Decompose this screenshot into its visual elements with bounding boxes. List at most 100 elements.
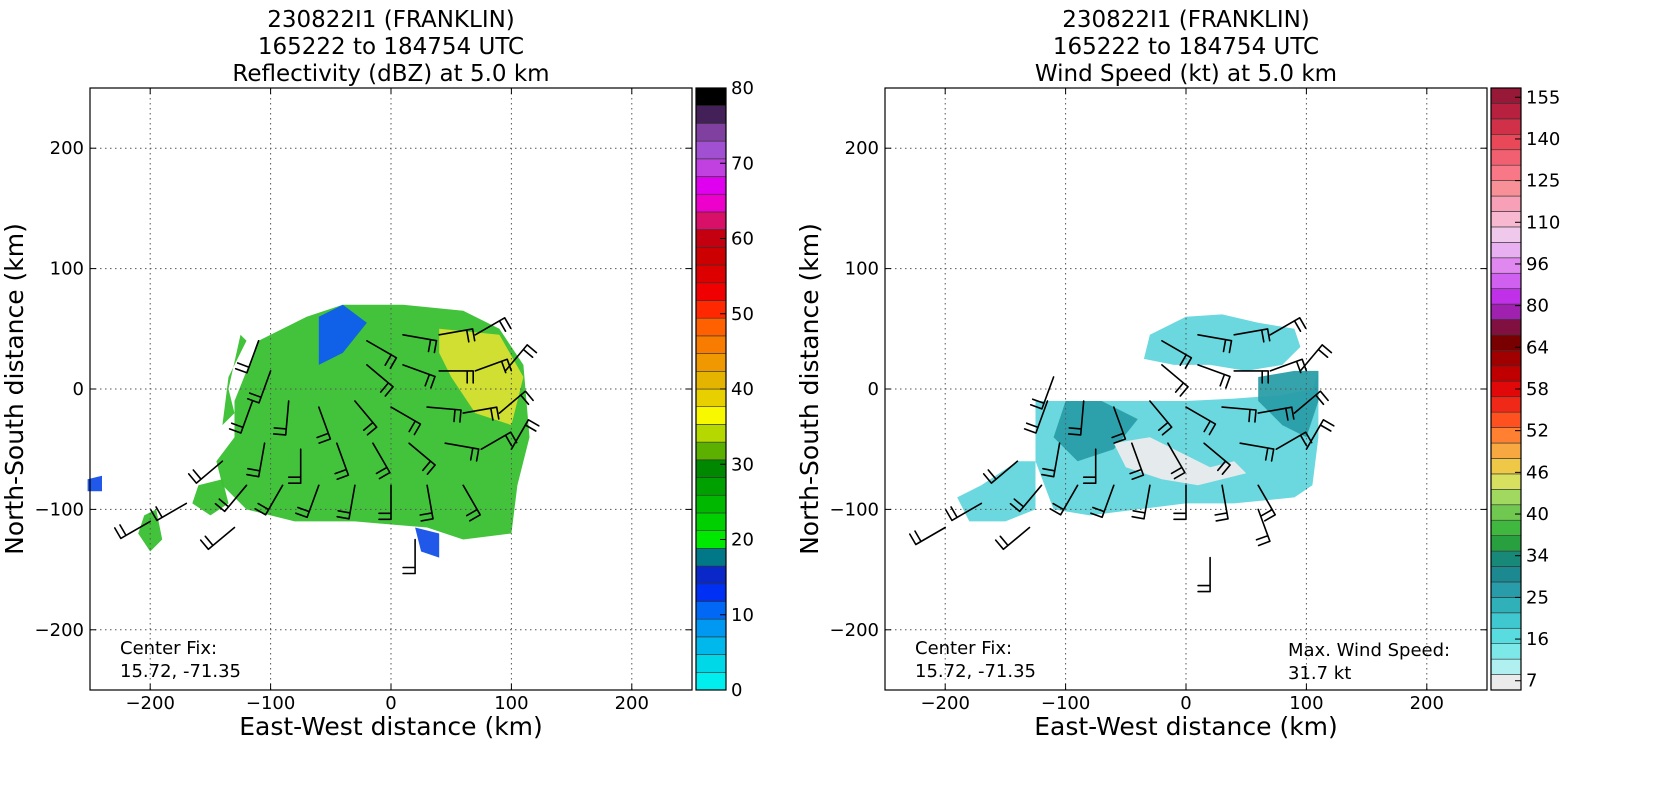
wind-barb-28 (1161, 364, 1189, 397)
colorbar-tick-label-7: 60 (731, 229, 754, 250)
colorbar-swatch-32 (695, 123, 727, 142)
y-tick-label-200: 200 (845, 138, 879, 159)
chart-title-line-1: 230822I1 (FRANKLIN) (267, 7, 515, 33)
colorbar-swatch-6 (695, 583, 727, 602)
colorbar-swatch-11 (1490, 519, 1522, 536)
wind-barb-17 (214, 484, 248, 513)
chart-title-line-1: 230822I1 (FRANKLIN) (1062, 7, 1310, 33)
colorbar-swatch-25 (695, 247, 727, 266)
wind-barb-14 (444, 442, 480, 462)
wind-barb-34 (982, 460, 1019, 484)
colorbar-tick-label-2: 10 (731, 605, 754, 626)
colorbar-swatch-28 (1490, 257, 1522, 274)
colorbar-swatch-33 (695, 105, 727, 124)
wind-barb-1 (1023, 400, 1049, 434)
wind-barb-19 (295, 484, 320, 519)
chart-title-line-2: 165222 to 184754 UTC (258, 34, 524, 60)
y-tick-label--100: −100 (35, 499, 84, 520)
y-tick-label--200: −200 (35, 620, 84, 641)
wind-barb-1 (228, 400, 254, 434)
colorbar-swatch-15 (1490, 458, 1522, 475)
colorbar-tick-label-10: 80 (1526, 296, 1549, 317)
wind-barb-26 (1233, 328, 1271, 343)
heatmap-region-5 (138, 509, 163, 552)
wind-barb-24 (366, 340, 398, 369)
wind-barb-2 (1067, 400, 1085, 436)
heatmap-field (957, 314, 1319, 522)
colorbar-swatch-12 (1490, 504, 1522, 521)
colorbar-swatch-22 (695, 300, 727, 319)
wind-barb-30 (438, 370, 474, 384)
center-fix-value: 15.72, -71.35 (120, 661, 241, 682)
colorbar-swatch-16 (1490, 442, 1522, 459)
chart-panel-wind: 230822I1 (FRANKLIN)165222 to 184754 UTCW… (795, 7, 1560, 741)
wind-barb-25 (402, 334, 438, 354)
colorbar-tick-label-9: 64 (1526, 337, 1549, 358)
colorbar-swatch-20 (695, 335, 727, 354)
chart-panel-refl: 230822I1 (FRANKLIN)165222 to 184754 UTCR… (0, 7, 754, 741)
colorbar-swatch-36 (1490, 134, 1522, 151)
wind-barb-11 (1129, 442, 1145, 480)
wind-barb-29 (1197, 364, 1231, 389)
heatmap-region-6 (957, 461, 1036, 522)
heatmap-region-4 (222, 334, 247, 426)
wind-barb-19 (1090, 484, 1115, 519)
wind-barb-3 (1111, 406, 1127, 444)
colorbar-swatch-29 (695, 176, 727, 195)
wind-barb-22 (419, 484, 434, 522)
wind-barb-32 (504, 344, 538, 372)
center-fix-value: 15.72, -71.35 (915, 661, 1036, 682)
x-axis-label: East-West distance (km) (239, 712, 543, 741)
annotations: Center Fix:15.72, -71.35 (120, 638, 241, 682)
x-tick-label-200: 200 (615, 693, 649, 714)
wind-barb-16 (1305, 419, 1335, 450)
y-tick-label-100: 100 (845, 259, 879, 280)
wind-barb-10 (287, 448, 302, 484)
wind-barb-33 (234, 340, 260, 374)
colorbar: 7 16 25 34 40 46 52 58 64 80 96 110 125 140 155 (1490, 87, 1560, 692)
wind-barb-5 (390, 406, 422, 436)
colorbar-swatch-38 (1490, 103, 1522, 120)
heatmap-region-2 (439, 328, 524, 426)
colorbar-tick-label-4: 30 (731, 454, 754, 475)
wind-barb-4 (1149, 400, 1173, 436)
colorbar-swatch-12 (695, 477, 727, 496)
colorbar-swatch-30 (1490, 226, 1522, 243)
heatmap-region-4 (1258, 370, 1319, 438)
colorbar-tick-label-5: 40 (1526, 504, 1549, 525)
colorbar-swatch-3 (695, 636, 727, 655)
colorbar-swatch-8 (1490, 566, 1522, 583)
wind-barb-12 (372, 442, 391, 480)
wind-barb-36 (909, 526, 946, 546)
chart-title-line-3: Reflectivity (dBZ) at 5.0 km (232, 61, 549, 87)
colorbar-tick-label-11: 96 (1526, 254, 1549, 275)
y-tick-label--100: −100 (830, 499, 879, 520)
colorbar-swatch-8 (695, 548, 727, 567)
center-fix-label: Center Fix: (120, 638, 217, 659)
colorbar-tick-label-12: 110 (1526, 212, 1560, 233)
wind-barb-33 (1029, 376, 1055, 410)
wind-barbs (909, 317, 1335, 593)
colorbar-tick-label-3: 25 (1526, 587, 1549, 608)
colorbar-swatch-35 (1490, 149, 1522, 166)
colorbar-swatch-34 (695, 87, 727, 107)
wind-barb-37 (994, 526, 1031, 551)
wind-barb-2 (272, 400, 290, 436)
colorbar-swatch-9 (1490, 550, 1522, 567)
colorbar-swatch-3 (1490, 643, 1522, 660)
colorbar-tick-label-15: 155 (1526, 87, 1560, 108)
colorbar-tick-label-6: 50 (731, 304, 754, 325)
wind-barb-32 (1299, 344, 1333, 372)
colorbar-tick-label-6: 46 (1526, 462, 1549, 483)
x-axis-label: East-West distance (km) (1034, 712, 1338, 741)
colorbar-swatch-30 (695, 158, 727, 177)
wind-barb-35 (187, 460, 224, 484)
colorbar-swatch-10 (695, 512, 727, 531)
colorbar-tick-label-1: 7 (1526, 671, 1537, 692)
wind-barb-34 (246, 370, 272, 404)
colorbar-swatch-4 (1490, 627, 1522, 644)
colorbar-swatch-13 (1490, 489, 1522, 506)
colorbar-tick-label-13: 125 (1526, 171, 1560, 192)
wind-barb-38 (199, 526, 236, 551)
wind-barb-38 (1197, 556, 1211, 593)
